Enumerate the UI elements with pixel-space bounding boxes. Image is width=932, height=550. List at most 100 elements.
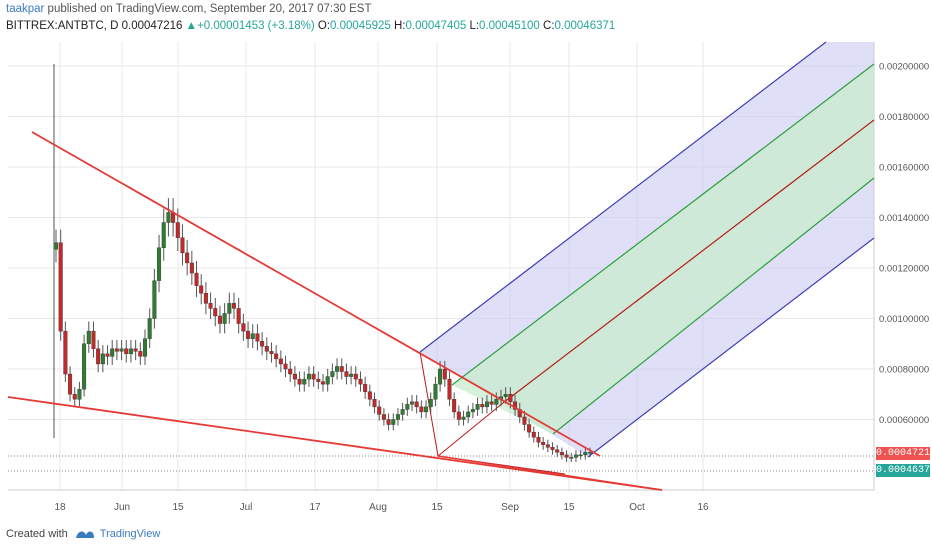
candle <box>541 437 546 450</box>
publication-info: taakpar published on TradingView.com, Se… <box>6 3 371 15</box>
candle-body <box>428 399 433 408</box>
candle-body <box>442 368 447 380</box>
candle <box>550 442 555 455</box>
candle-body <box>447 378 452 400</box>
candle <box>142 329 147 365</box>
tradingview-link[interactable]: TradingView <box>99 528 161 540</box>
created-with-text: Created with <box>6 528 68 540</box>
candle <box>527 418 532 438</box>
y-tick-label-1: 0.00180000 <box>879 112 929 123</box>
candle-body <box>358 378 363 385</box>
candle <box>119 339 124 361</box>
candle <box>180 224 185 266</box>
candle-body <box>269 351 274 355</box>
candle <box>274 345 279 368</box>
candle-body <box>395 414 400 420</box>
candle <box>105 345 110 365</box>
candle <box>147 308 152 348</box>
candle <box>199 274 204 305</box>
candle <box>400 402 405 421</box>
candle <box>325 368 330 392</box>
candle-body <box>86 330 91 344</box>
candle-body <box>335 366 340 372</box>
candle-body <box>142 338 147 357</box>
candle-body <box>363 383 368 392</box>
candle <box>189 250 194 285</box>
y-tick-label-2: 0.00160000 <box>879 163 929 174</box>
symbol-info: BITTREX:ANTBTC, D 0.00047216 ▲+0.0000145… <box>6 20 615 32</box>
candle <box>255 324 260 351</box>
candle <box>217 305 222 334</box>
candle <box>297 371 302 392</box>
candle-body <box>559 452 564 456</box>
candle <box>447 371 452 407</box>
candle <box>555 444 560 458</box>
candle <box>522 410 527 431</box>
candle-body <box>381 414 386 420</box>
candle-body <box>316 378 321 382</box>
candle <box>466 405 471 424</box>
candle-body <box>68 373 73 395</box>
close-value: 0.00046371 <box>554 20 616 32</box>
candle-body <box>180 237 185 254</box>
lower-trendline <box>7 396 663 491</box>
candle-body <box>175 222 180 238</box>
candle <box>260 332 265 356</box>
candle-body <box>531 431 536 438</box>
candle-body <box>475 404 480 410</box>
candle <box>185 240 190 276</box>
candle-body <box>480 404 485 408</box>
candle <box>386 413 391 431</box>
candle <box>203 282 208 315</box>
candle <box>54 229 59 263</box>
candle <box>288 360 293 382</box>
candle <box>428 392 433 414</box>
published-text: published on TradingView.com, September … <box>44 3 372 15</box>
candle-body <box>484 401 489 408</box>
candle-body <box>124 348 129 355</box>
candle-body <box>461 416 466 420</box>
candle <box>157 234 162 293</box>
candle-body <box>522 416 527 425</box>
candle-body <box>349 373 354 377</box>
candle-body <box>147 318 152 339</box>
candle-body <box>255 333 260 342</box>
candle-body <box>405 404 410 410</box>
candle-body <box>241 323 246 332</box>
candle <box>381 408 386 426</box>
symbol-label[interactable]: BITTREX:ANTBTC, D <box>6 20 119 32</box>
x-tick-label-6: 15 <box>431 502 443 513</box>
publisher-link[interactable]: taakpar <box>6 3 45 15</box>
candle-body <box>114 348 119 352</box>
candle-body <box>250 333 255 339</box>
candle <box>152 269 157 329</box>
y-tick-label-0: 0.00200000 <box>879 62 929 73</box>
candle <box>72 387 77 407</box>
candle <box>283 355 288 378</box>
candle-body <box>550 447 555 450</box>
candle <box>246 321 251 348</box>
candle <box>344 363 349 385</box>
candle <box>222 303 227 334</box>
candle-body <box>82 343 87 390</box>
candle <box>278 350 283 373</box>
candle <box>583 447 588 460</box>
candle <box>77 381 82 407</box>
low-label: L: <box>469 20 480 32</box>
candle-body <box>72 394 77 400</box>
candle <box>588 447 593 458</box>
candle-body <box>330 371 335 377</box>
candle <box>250 324 255 348</box>
x-tick-label-4: 17 <box>309 502 321 513</box>
candle <box>306 366 311 387</box>
x-tick-label-3: Jul <box>240 502 253 513</box>
candle-body <box>231 303 236 309</box>
candle <box>231 292 236 319</box>
candle-body <box>424 406 429 413</box>
candle <box>377 400 382 421</box>
candle <box>194 261 199 298</box>
candle <box>564 450 569 462</box>
candle <box>367 384 372 407</box>
candle <box>128 339 133 363</box>
